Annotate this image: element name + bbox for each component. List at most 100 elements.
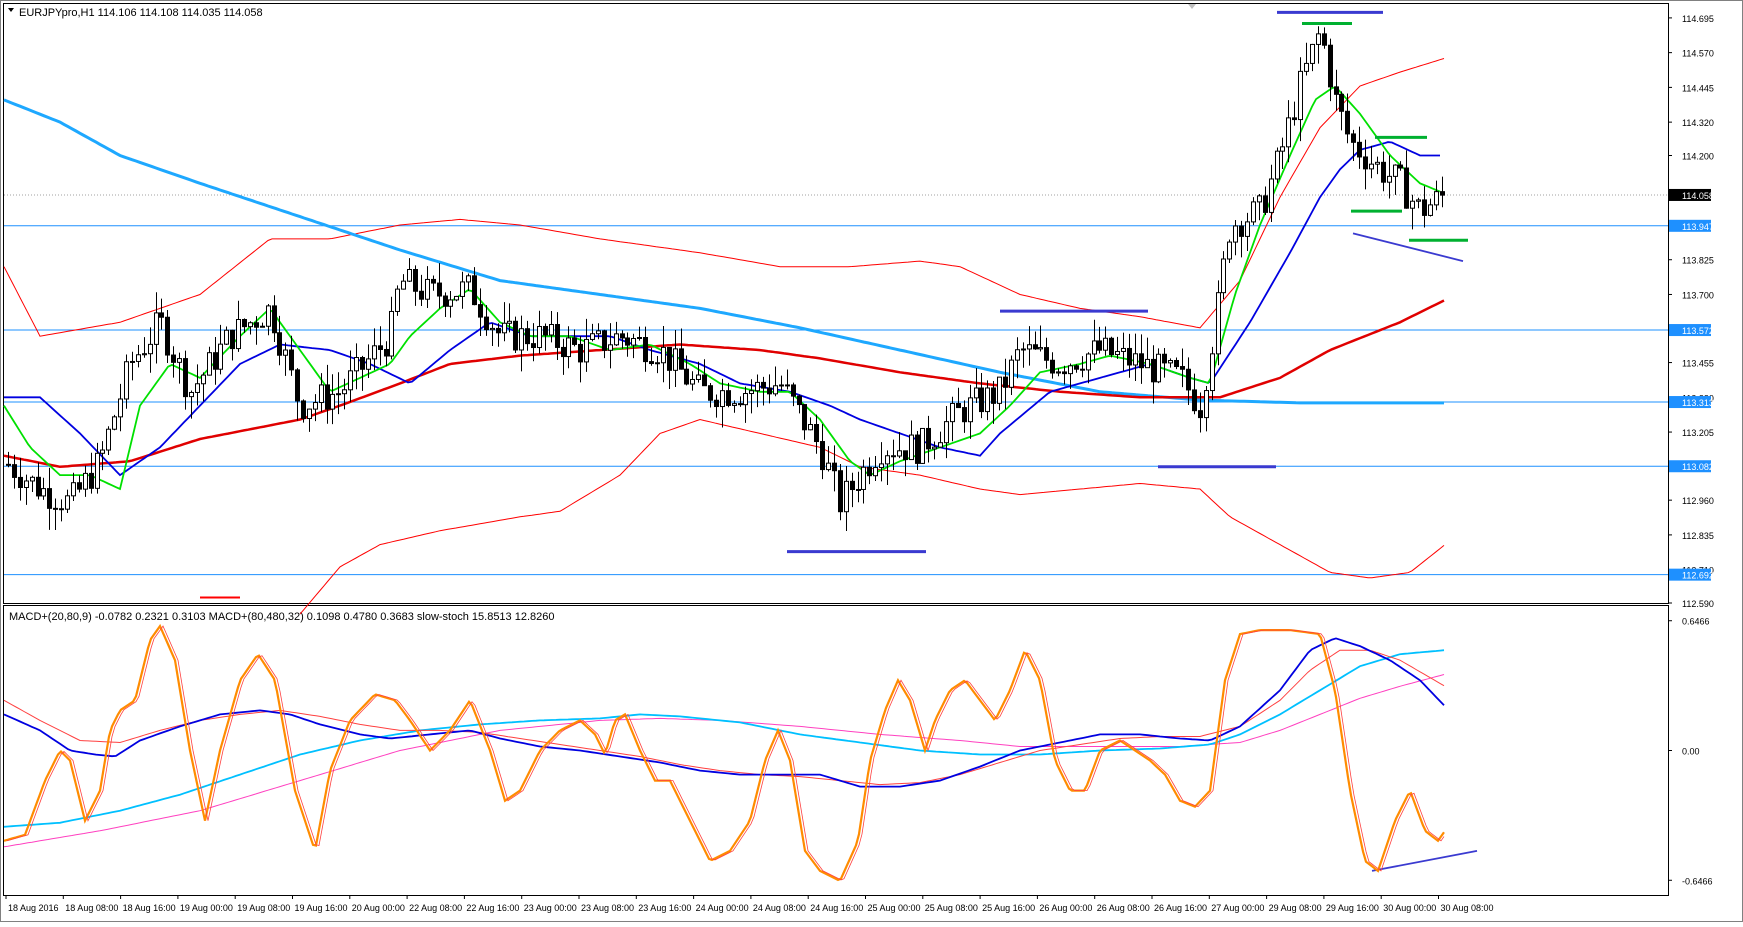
collapse-triangle-icon[interactable] bbox=[8, 8, 14, 12]
candlesticks bbox=[6, 26, 1445, 531]
candle-body bbox=[1263, 195, 1268, 213]
time-axis: 18 Aug 2016 18 Aug 08:00 18 Aug 16:00 19 Au… bbox=[5, 895, 1494, 913]
candle-body bbox=[690, 378, 695, 385]
candle-body bbox=[213, 352, 218, 370]
price-tick-label: 114.695 bbox=[1682, 14, 1714, 24]
osc-tick-label: -0.6466 bbox=[1682, 876, 1713, 886]
candle-body bbox=[625, 337, 630, 346]
candle-body bbox=[1422, 199, 1427, 216]
candle-body bbox=[614, 333, 619, 346]
candle-body bbox=[395, 288, 400, 312]
candle-body bbox=[590, 333, 595, 340]
time-tick-label: 27 Aug 00:00 bbox=[1211, 903, 1264, 913]
candle-body bbox=[531, 343, 536, 349]
candle-body bbox=[673, 348, 678, 371]
price-pane[interactable] bbox=[3, 3, 1669, 604]
candle-body bbox=[696, 374, 701, 380]
candle-body bbox=[738, 403, 743, 406]
candle-body bbox=[726, 390, 731, 406]
candle-body bbox=[932, 446, 937, 450]
candle-body bbox=[71, 482, 76, 497]
time-tick-label: 19 Aug 16:00 bbox=[295, 903, 348, 913]
candle-body bbox=[755, 381, 760, 392]
candle-body bbox=[112, 416, 117, 430]
price-tick-label: 114.320 bbox=[1682, 118, 1714, 128]
candle-body bbox=[602, 330, 607, 351]
candle-body bbox=[336, 393, 341, 396]
candle-body bbox=[767, 387, 772, 395]
candle-body bbox=[820, 441, 825, 471]
candle-body bbox=[195, 383, 200, 393]
divergence-line-price bbox=[1352, 232, 1464, 262]
candle-body bbox=[1286, 117, 1291, 148]
candle-body bbox=[1393, 164, 1398, 177]
candle-body bbox=[1221, 258, 1226, 294]
candle-body bbox=[1080, 368, 1085, 371]
candle-body bbox=[1381, 161, 1386, 183]
candle-body bbox=[991, 387, 996, 404]
candle-body bbox=[1103, 337, 1108, 351]
candle-body bbox=[448, 299, 453, 307]
time-tick-label: 18 Aug 2016 bbox=[8, 903, 59, 913]
candle-body bbox=[1162, 353, 1167, 364]
candle-body bbox=[1339, 93, 1344, 112]
candle-body bbox=[1168, 360, 1173, 364]
candle-body bbox=[1227, 241, 1232, 260]
time-tick-label: 25 Aug 00:00 bbox=[868, 903, 921, 913]
candle-body bbox=[1186, 368, 1191, 391]
time-tick-label: 29 Aug 16:00 bbox=[1326, 903, 1379, 913]
osc-tick-label: 0.6466 bbox=[1682, 617, 1710, 627]
candle-body bbox=[561, 346, 566, 358]
candle-body bbox=[1109, 337, 1114, 356]
time-tick-label: 30 Aug 08:00 bbox=[1441, 903, 1494, 913]
candle-body bbox=[443, 295, 448, 307]
candle-body bbox=[1068, 365, 1073, 375]
divergence-line-osc bbox=[1371, 849, 1478, 872]
candle-body bbox=[1009, 359, 1014, 388]
candle-body bbox=[437, 282, 442, 297]
candle-body bbox=[1363, 156, 1368, 170]
candle-body bbox=[325, 384, 330, 410]
pattern-markers bbox=[787, 4, 1478, 872]
time-tick-label: 26 Aug 00:00 bbox=[1039, 903, 1092, 913]
candle-body bbox=[30, 476, 35, 482]
candle-body bbox=[985, 387, 990, 413]
candle-body bbox=[1304, 62, 1309, 72]
candle-body bbox=[201, 374, 206, 385]
symbol-info: EURJPYpro,H1 114.106 114.108 114.035 114… bbox=[19, 7, 263, 19]
candle-body bbox=[295, 369, 300, 402]
candle-body bbox=[454, 295, 459, 301]
candle-body bbox=[1192, 389, 1197, 412]
candle-body bbox=[802, 404, 807, 431]
candle-body bbox=[808, 423, 813, 431]
candle-body bbox=[1038, 347, 1043, 350]
level-price-tag bbox=[1669, 396, 1711, 409]
candle-body bbox=[277, 332, 282, 356]
candle-body bbox=[207, 352, 212, 376]
candle-body bbox=[708, 385, 713, 401]
candle-body bbox=[702, 374, 707, 387]
price-tick-label: 114.445 bbox=[1682, 83, 1714, 93]
candle-body bbox=[944, 421, 949, 444]
level-price-label: 113.082 bbox=[1682, 462, 1714, 472]
candle-body bbox=[1133, 353, 1138, 366]
price-tick-label: 112.590 bbox=[1682, 599, 1714, 609]
candle-body bbox=[950, 402, 955, 423]
candle-body bbox=[1033, 344, 1038, 350]
candle-body bbox=[578, 343, 583, 363]
time-tick-label: 22 Aug 08:00 bbox=[409, 903, 462, 913]
candle-body bbox=[53, 507, 58, 510]
candle-body bbox=[65, 495, 70, 510]
candle-body bbox=[513, 320, 518, 351]
price-tick-label: 113.700 bbox=[1682, 290, 1714, 300]
candle-body bbox=[159, 312, 164, 318]
candle-body bbox=[856, 488, 861, 491]
oscillator-pane[interactable] bbox=[3, 605, 1669, 896]
candle-body bbox=[136, 354, 141, 362]
candle-body bbox=[142, 353, 147, 356]
candle-body bbox=[1245, 221, 1250, 237]
candle-body bbox=[1434, 191, 1439, 206]
candle-body bbox=[838, 470, 843, 513]
